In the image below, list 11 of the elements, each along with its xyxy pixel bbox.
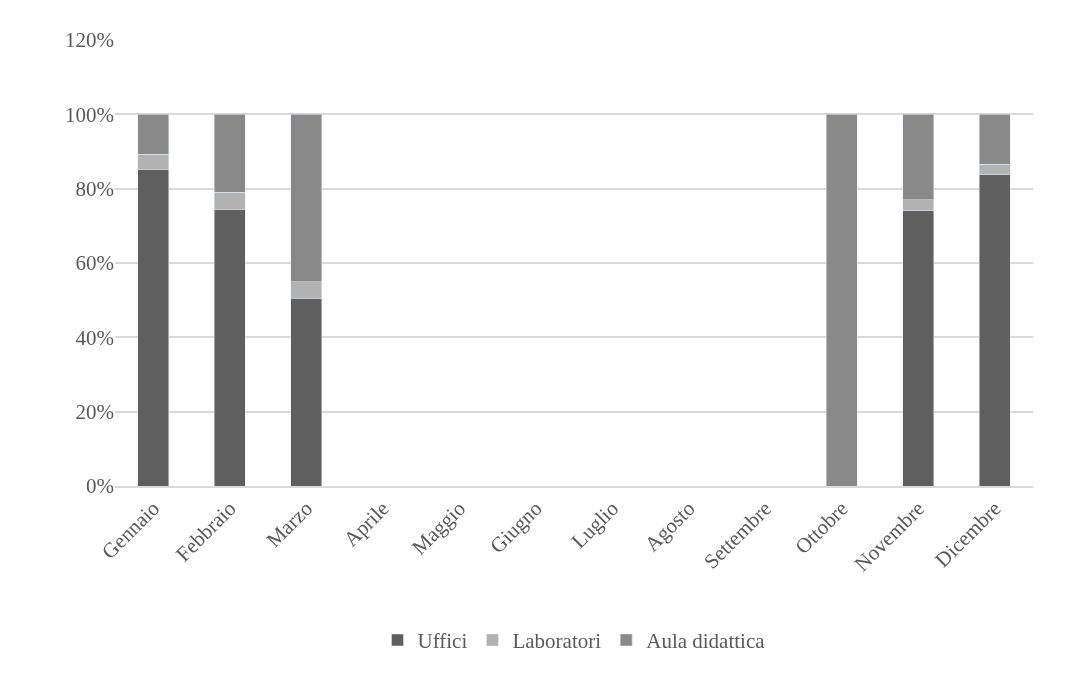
legend-label: Aula didattica <box>646 629 766 654</box>
y-tick-label: 60% <box>75 251 114 276</box>
y-tick-label: 100% <box>65 102 114 127</box>
legend-label: Uffici <box>417 629 468 654</box>
legend-label: Laboratori <box>512 629 602 654</box>
y-tick-label: 20% <box>75 400 114 425</box>
y-tick-label: 120% <box>65 28 114 53</box>
y-tick-label: 40% <box>75 325 114 350</box>
y-tick-label: 80% <box>75 177 114 202</box>
y-tick-label: 0% <box>86 474 114 499</box>
bar <box>826 114 858 486</box>
